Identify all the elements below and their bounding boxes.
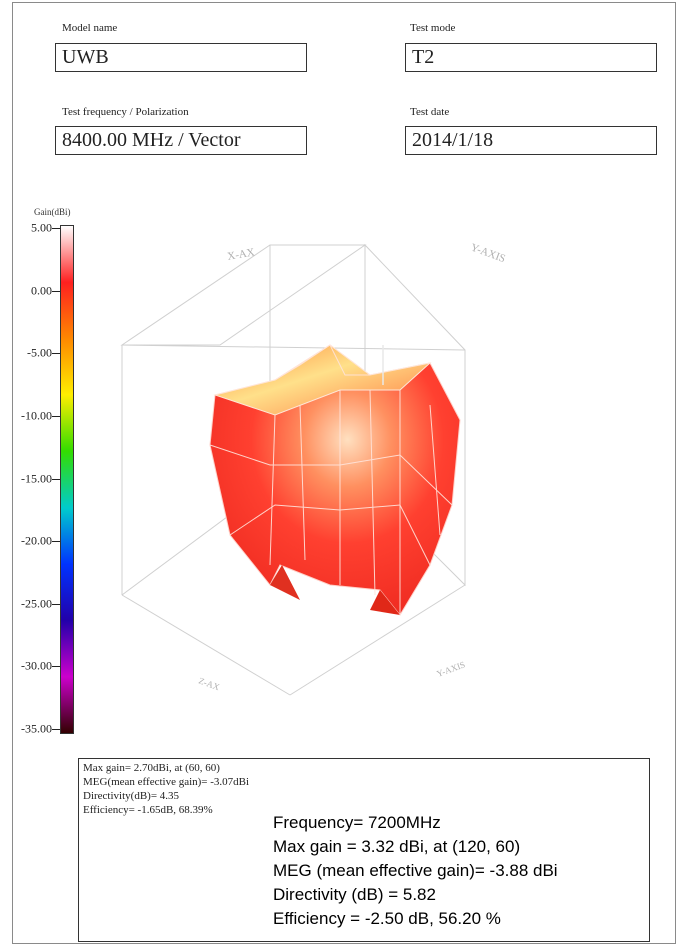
colorbar-tick-mark — [52, 666, 60, 668]
radiation-surface — [209, 344, 461, 616]
colorbar-tick-mark — [52, 541, 60, 543]
colorbar-tick-label: -35.00 — [21, 721, 52, 736]
colorbar-tick-mark — [52, 603, 60, 605]
colorbar — [60, 225, 74, 734]
colorbar-tick-label: -20.00 — [21, 533, 52, 548]
colorbar-tick-label: -25.00 — [21, 596, 52, 611]
colorbar-tick-label: 0.00 — [31, 283, 52, 298]
test-mode-field: T2 — [405, 43, 657, 72]
axis-label-bottom-left: Z-AX — [197, 675, 221, 692]
colorbar-title: Gain(dBi) — [34, 207, 71, 217]
old-max-gain: Max gain= 2.70dBi, at (60, 60) — [83, 762, 220, 774]
axis-label-x: X-AX — [226, 246, 255, 263]
test-frequency-field: 8400.00 MHz / Vector — [55, 126, 307, 155]
colorbar-tick-mark — [52, 290, 60, 292]
colorbar-tick-mark — [52, 478, 60, 480]
colorbar-tick-mark — [52, 353, 60, 355]
test-date-field: 2014/1/18 — [405, 126, 657, 155]
test-frequency-label: Test frequency / Polarization — [62, 106, 189, 118]
test-mode-label: Test mode — [410, 22, 456, 34]
colorbar-tick-label: 5.00 — [31, 220, 52, 235]
colorbar-tick-mark — [52, 228, 60, 229]
max-gain-value: Max gain = 3.32 dBi, at (120, 60) — [273, 837, 521, 856]
meg-value: MEG (mean effective gain)= -3.88 dBi — [273, 861, 558, 880]
colorbar-tick-mark — [52, 415, 60, 417]
page-frame — [12, 2, 676, 944]
colorbar-tick-label: -5.00 — [27, 345, 52, 360]
axis-label-bottom-right: Y-AXIS — [435, 659, 466, 678]
colorbar-tick-mark — [52, 729, 60, 730]
old-efficiency: Efficiency= -1.65dB, 68.39% — [83, 804, 213, 816]
efficiency-value: Efficiency = -2.50 dB, 56.20 % — [273, 909, 501, 928]
model-name-label: Model name — [62, 22, 118, 34]
old-directivity: Directivity(dB)= 4.35 — [83, 790, 180, 802]
radiation-pattern-plot: X-AX Y-AXIS Z-AX Y-AXIS — [120, 242, 507, 696]
colorbar-tick-label: -30.00 — [21, 658, 52, 673]
frequency-value: Frequency= 7200MHz — [273, 813, 441, 832]
directivity-value: Directivity (dB) = 5.82 — [273, 885, 436, 904]
test-date-label: Test date — [410, 106, 450, 118]
old-meg: MEG(mean effective gain)= -3.07dBi — [83, 776, 250, 788]
model-name-field: UWB — [55, 43, 307, 72]
results-box: Max gain= 2.70dBi, at (60, 60) MEG(mean … — [78, 758, 650, 942]
colorbar-tick-label: -10.00 — [21, 408, 52, 423]
axis-label-y: Y-AXIS — [469, 242, 507, 266]
colorbar-tick-label: -15.00 — [21, 471, 52, 485]
